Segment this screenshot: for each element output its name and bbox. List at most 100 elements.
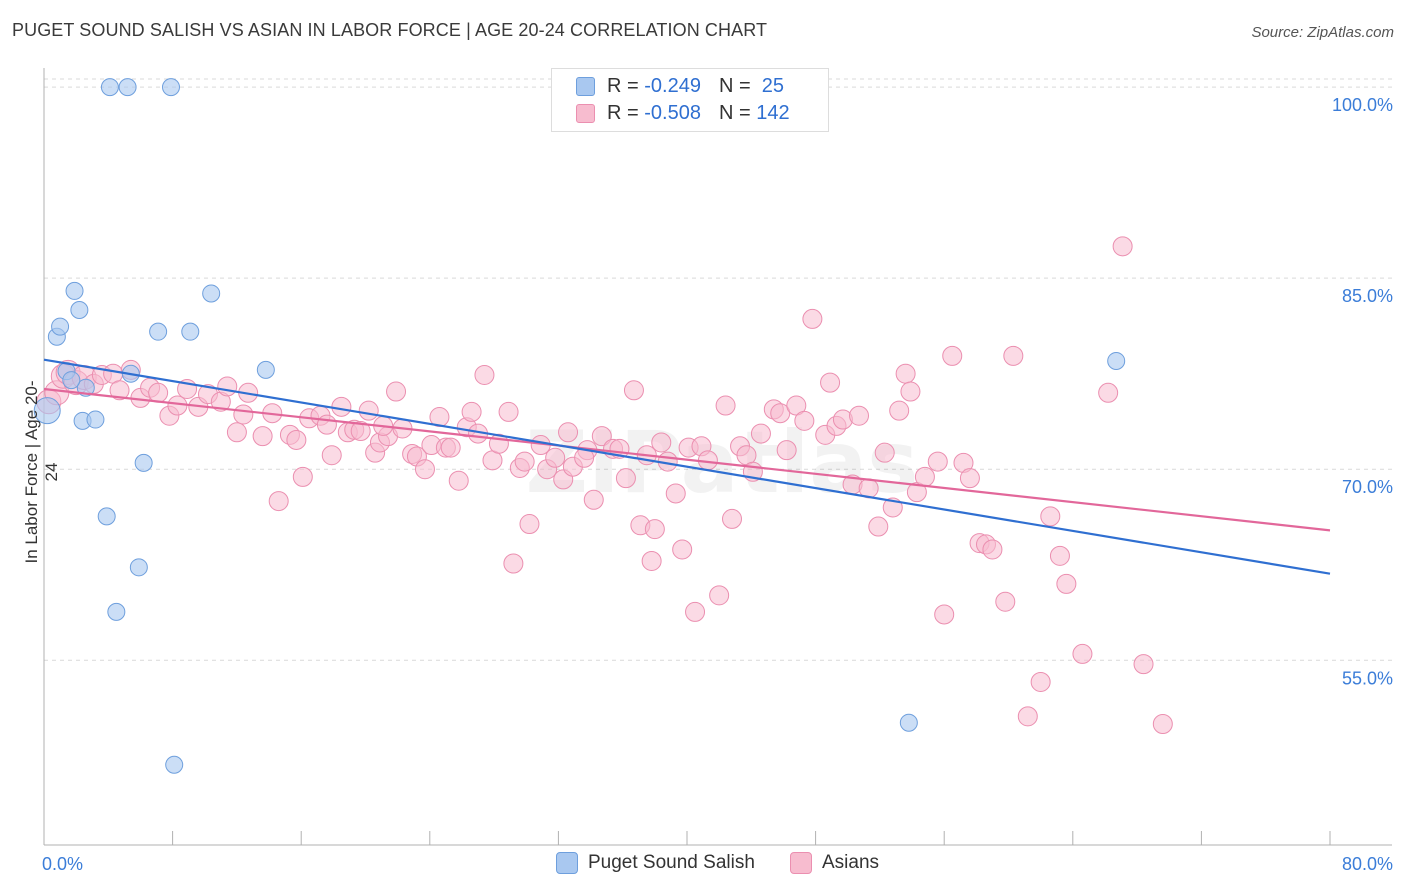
asian-point <box>448 470 469 491</box>
salish-point <box>899 713 918 732</box>
asian-point <box>927 451 948 472</box>
asian-point <box>148 382 169 403</box>
asian-point <box>895 363 916 384</box>
asian-point <box>217 376 238 397</box>
asian-point <box>868 516 889 537</box>
asian-point <box>1017 706 1038 727</box>
asian-point <box>995 591 1016 612</box>
asian-point <box>776 440 797 461</box>
asian-point <box>651 432 672 453</box>
asian-point <box>874 442 895 463</box>
asian-trend-line <box>43 387 1331 532</box>
salish-point <box>51 317 70 336</box>
source-label: Source: ZipAtlas.com <box>1251 24 1394 41</box>
asian-point <box>644 519 665 540</box>
asian-point <box>770 403 791 424</box>
asian-point <box>1040 506 1061 527</box>
asian-point <box>1133 654 1154 675</box>
asian-point <box>461 401 482 422</box>
asian-point <box>226 422 247 443</box>
grid-layer <box>44 78 1392 661</box>
asian-point <box>900 381 921 402</box>
asian-point <box>358 400 379 421</box>
asian-point <box>109 380 130 401</box>
r-label: R = <box>607 74 639 97</box>
x-tick-label-max: 80.0% <box>1342 854 1393 874</box>
salish-points <box>33 78 1126 774</box>
y-tick-label: 100.0% <box>1332 95 1393 115</box>
asian-point <box>715 395 736 416</box>
asian-point <box>914 466 935 487</box>
asian-point <box>1056 573 1077 594</box>
asian-point <box>722 508 743 529</box>
asian-point <box>474 364 495 385</box>
legend-item-asians[interactable]: Asians <box>790 852 879 874</box>
y-axis-label: In Labor Force | Age 20-24 <box>22 380 61 564</box>
asian-point <box>321 445 342 466</box>
asian-point <box>316 414 337 435</box>
asian-point <box>672 539 693 560</box>
asian-point <box>583 489 604 510</box>
axes-layer <box>43 68 1392 846</box>
asian-point <box>1003 345 1024 366</box>
asian-point <box>709 585 730 606</box>
asian-point <box>750 423 771 444</box>
asian-point <box>1049 545 1070 566</box>
asian-point <box>942 345 963 366</box>
asian-point <box>233 404 254 425</box>
salish-point <box>33 397 61 425</box>
asian-point <box>665 483 686 504</box>
salish-point <box>1107 351 1126 370</box>
asian-point <box>519 514 540 535</box>
salish-point <box>181 322 200 341</box>
asian-point <box>440 437 461 458</box>
salish-point <box>202 284 221 303</box>
asian-point <box>252 426 273 447</box>
y-tick-label: 70.0% <box>1342 477 1393 497</box>
salish-point <box>62 371 81 390</box>
legend-item-salish[interactable]: Puget Sound Salish <box>556 852 755 874</box>
correlation-legend: R = -0.249 N = 25 R = -0.508 N = 142 <box>551 68 829 132</box>
n-value: 142 <box>756 101 790 124</box>
asian-point <box>286 429 307 450</box>
r-value: -0.508 <box>644 101 701 124</box>
legend-row-asians: R = -0.508 N = 142 <box>576 100 790 126</box>
salish-point <box>65 281 84 300</box>
salish-point <box>134 453 153 472</box>
asian-point <box>503 553 524 574</box>
asian-point <box>331 396 352 417</box>
asian-points <box>36 236 1173 734</box>
asian-point <box>641 550 662 571</box>
asian-point <box>849 405 870 426</box>
asian-point <box>615 468 636 489</box>
salish-point <box>86 410 105 429</box>
salish-swatch <box>576 76 595 96</box>
asian-point <box>794 410 815 431</box>
salish-trend-line <box>43 358 1331 575</box>
asian-point <box>1098 382 1119 403</box>
asian-point <box>558 422 579 443</box>
salish-point <box>100 78 119 97</box>
asian-point <box>350 421 371 442</box>
asian-point <box>1152 713 1173 734</box>
asian-point <box>685 601 706 622</box>
asian-point <box>982 539 1003 560</box>
asian-point <box>545 447 566 468</box>
salish-point <box>161 78 180 97</box>
salish-point <box>118 78 137 97</box>
asian-point <box>514 451 535 472</box>
salish-point <box>107 602 126 621</box>
y-tick-label: 55.0% <box>1342 668 1393 688</box>
legend-label-salish: Puget Sound Salish <box>588 852 755 873</box>
n-label: N = <box>718 74 751 97</box>
salish-legend-swatch <box>556 852 578 874</box>
salish-point <box>76 378 95 397</box>
asian-point <box>414 459 435 480</box>
series-legend: Puget Sound Salish Asians <box>0 850 1406 880</box>
trend-lines <box>43 358 1331 575</box>
asian-point <box>167 395 188 416</box>
asian-point <box>623 380 644 401</box>
asian-point <box>591 426 612 447</box>
asian-point <box>268 491 289 512</box>
salish-point <box>256 360 275 379</box>
